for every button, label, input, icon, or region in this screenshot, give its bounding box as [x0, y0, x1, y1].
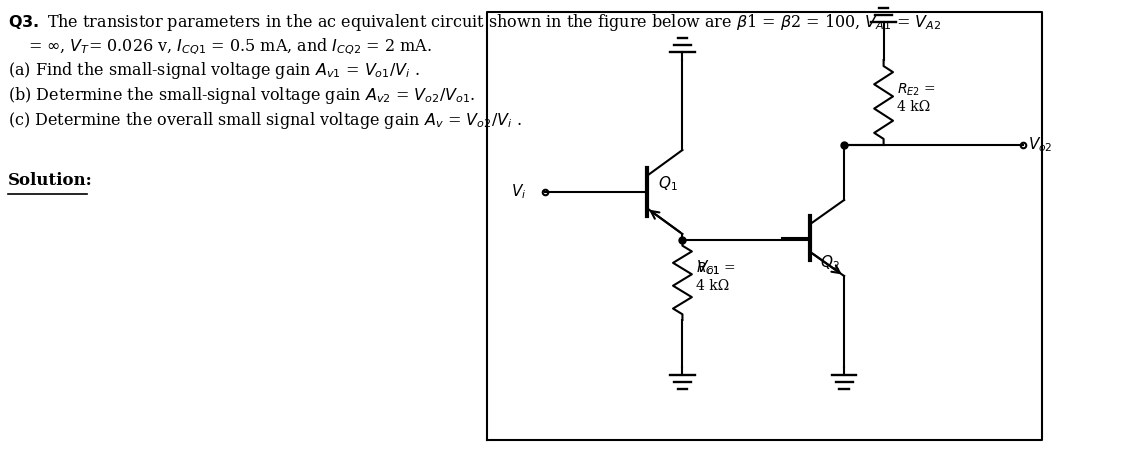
Text: (a) Find the small-signal voltage gain $A_{v1}$ = $V_{o1}/V_i$ .: (a) Find the small-signal voltage gain $… [8, 60, 420, 81]
Text: $Q_2$: $Q_2$ [820, 253, 839, 272]
Text: $V_{o1}$: $V_{o1}$ [695, 258, 720, 277]
Text: = $\infty$, $V_T$= 0.026 v, $I_{CQ1}$ = 0.5 mA, and $I_{CQ2}$ = 2 mA.: = $\infty$, $V_T$= 0.026 v, $I_{CQ1}$ = … [28, 37, 432, 57]
Text: $V_i$: $V_i$ [511, 183, 526, 201]
Text: $Q_1$: $Q_1$ [658, 175, 677, 194]
Text: (c) Determine the overall small signal voltage gain $A_v$ = $V_{o2}/V_i$ .: (c) Determine the overall small signal v… [8, 110, 521, 131]
Text: Solution:: Solution: [8, 172, 92, 189]
Text: $\mathbf{Q3.}$ The transistor parameters in the ac equivalent circuit shown in t: $\mathbf{Q3.}$ The transistor parameters… [8, 12, 940, 33]
Text: $R_{E2}$ =
4 kΩ: $R_{E2}$ = 4 kΩ [897, 81, 936, 114]
Text: (b) Determine the small-signal voltage gain $A_{v2}$ = $V_{o2}/V_{o1}$.: (b) Determine the small-signal voltage g… [8, 85, 475, 106]
Text: $V_{o2}$: $V_{o2}$ [1028, 135, 1053, 154]
Text: $R_{C1}$ =
4 kΩ: $R_{C1}$ = 4 kΩ [695, 261, 735, 293]
